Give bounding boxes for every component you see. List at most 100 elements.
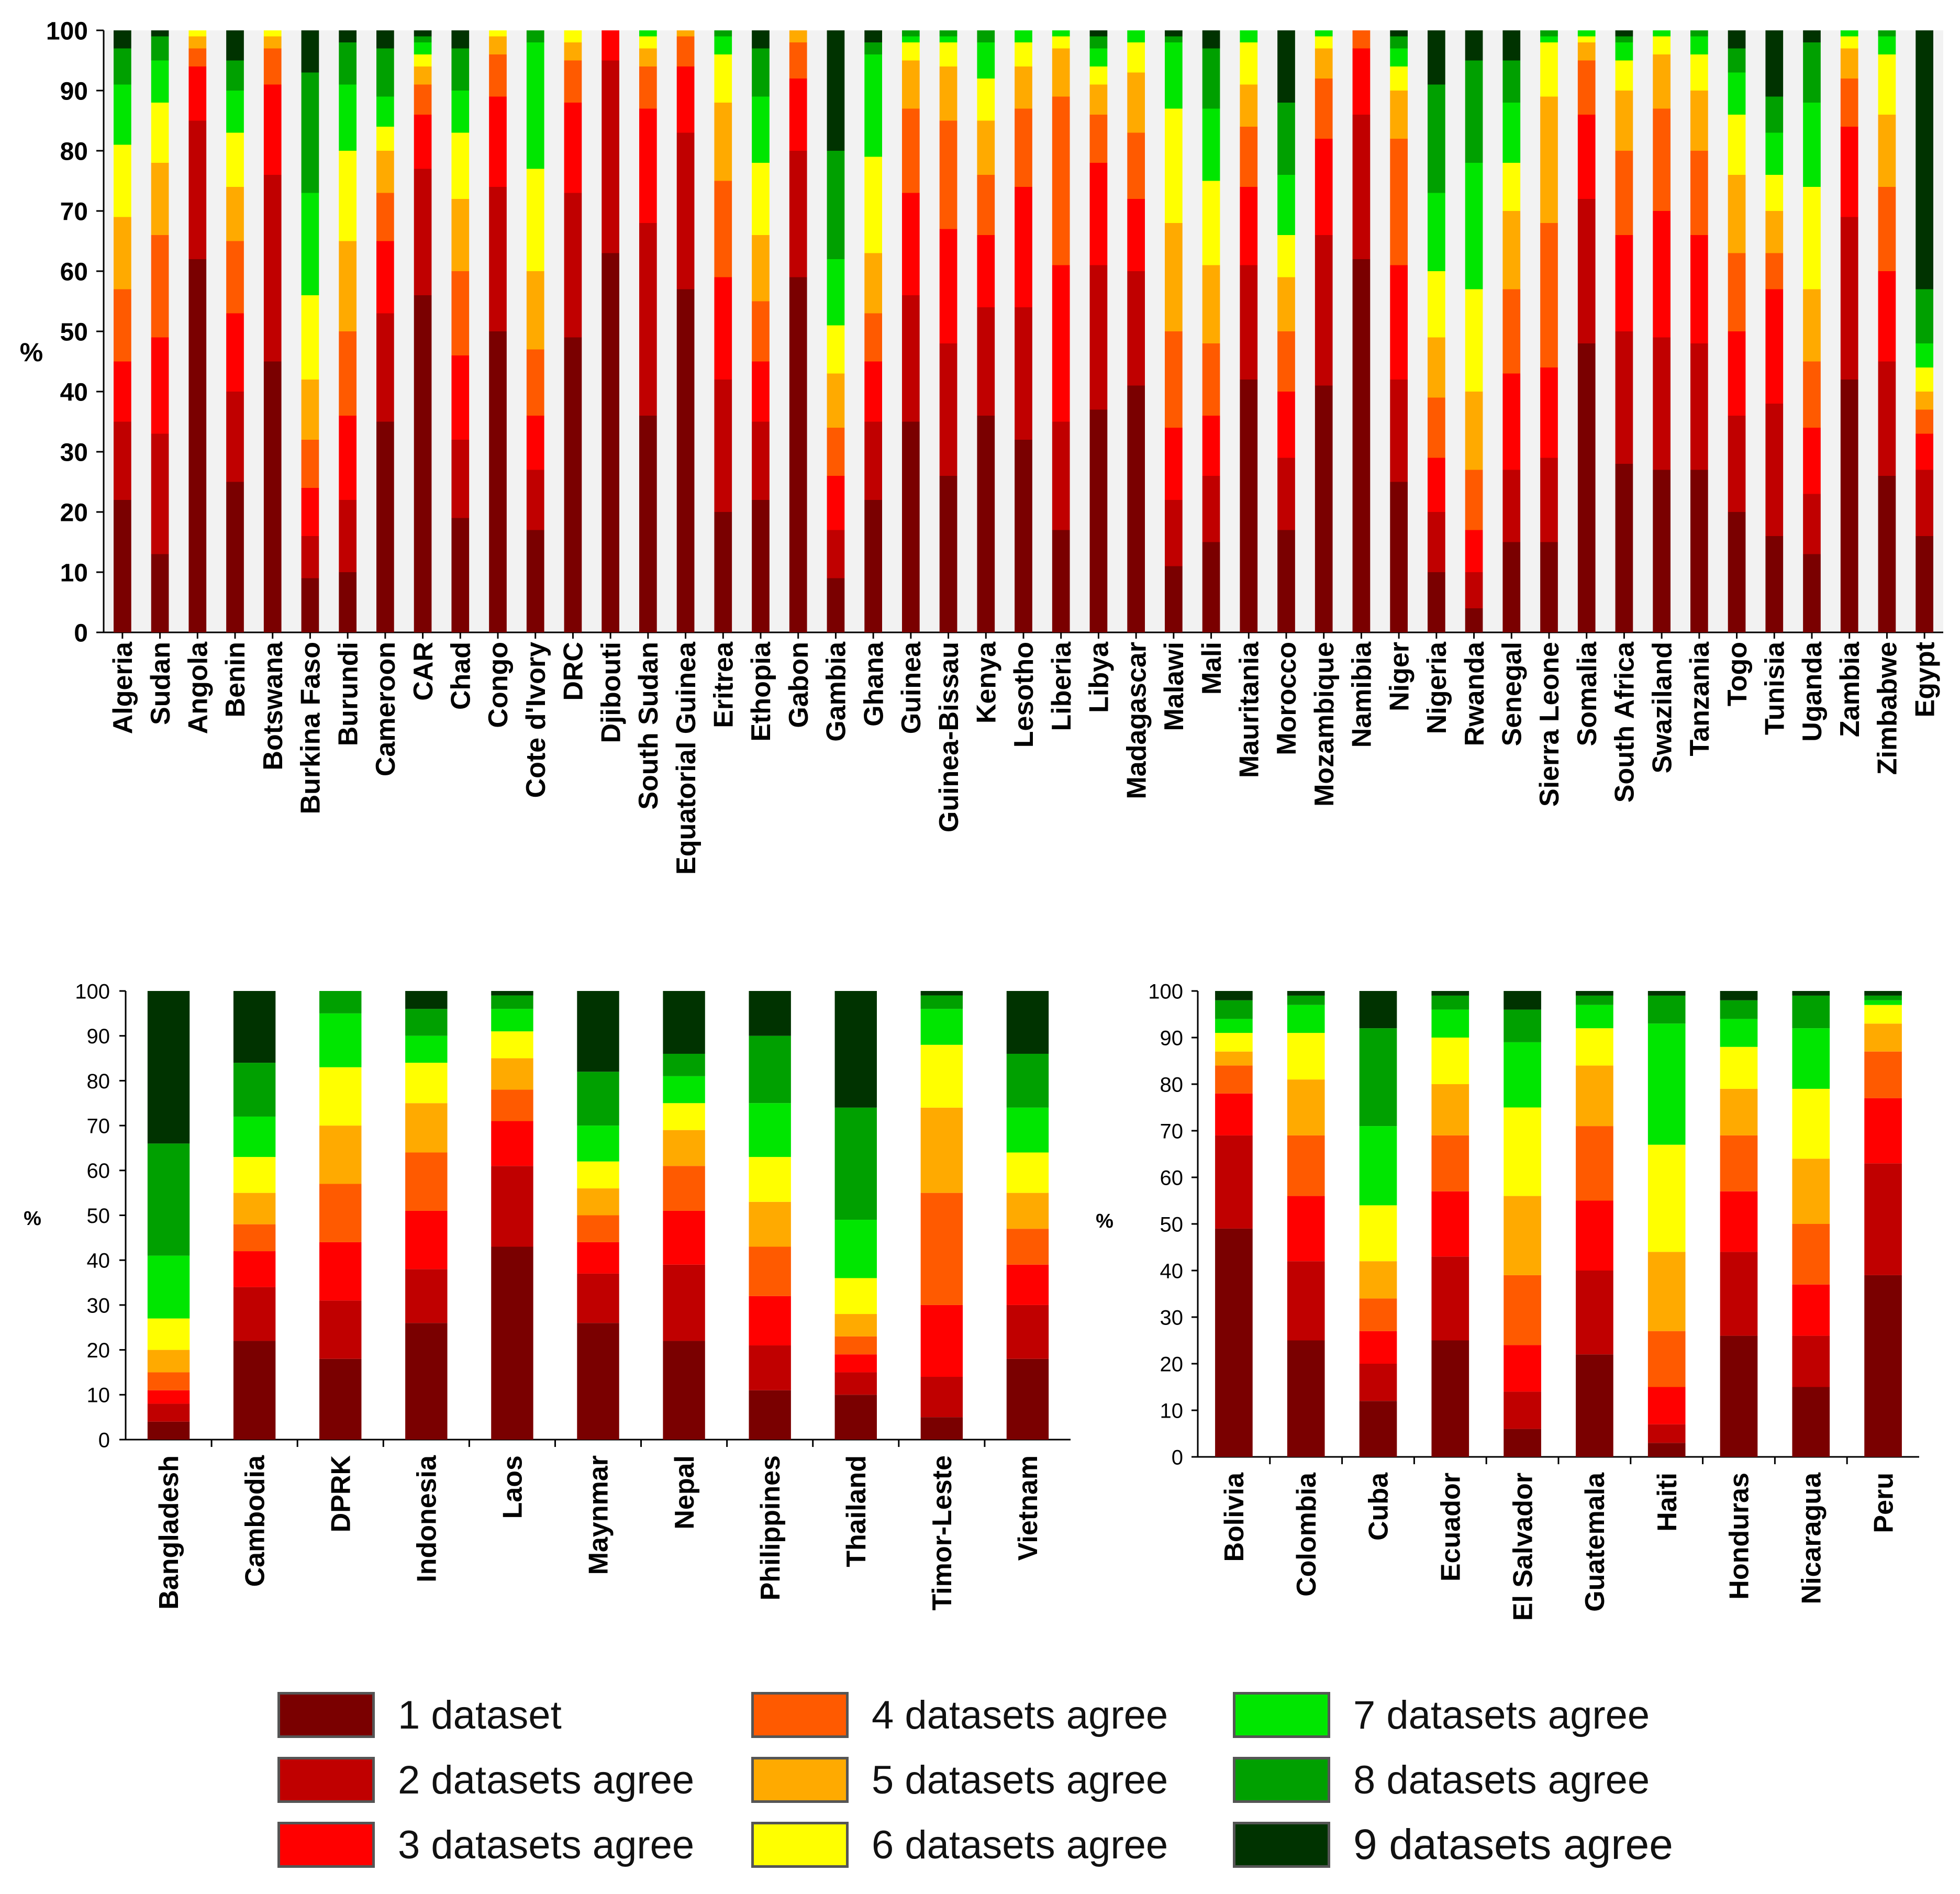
- y-tick-label: 50: [1160, 1213, 1184, 1236]
- bar-namibia: [1352, 30, 1371, 632]
- bar-segment-2: [1653, 337, 1671, 470]
- x-tick-label: Djibouti: [596, 642, 626, 743]
- y-tick-label: 90: [60, 77, 88, 105]
- bar-segment-4: [1653, 108, 1671, 211]
- legend-item-9: 9 datasets agree: [1233, 1821, 1673, 1869]
- bar-segment-3: [1653, 211, 1671, 338]
- bar-segment-5: [1792, 1158, 1830, 1224]
- bar-segment-1: [1653, 470, 1671, 632]
- bar-segment-3: [1647, 1387, 1686, 1424]
- bar-segment-3: [602, 30, 619, 61]
- bar-segment-2: [526, 470, 544, 530]
- bar-segment-4: [1202, 343, 1220, 416]
- bar-segment-7: [1277, 175, 1295, 235]
- bar-segment-2: [1792, 1335, 1830, 1387]
- x-tick-label: Colombia: [1291, 1472, 1322, 1597]
- bar-segment-6: [1840, 36, 1858, 49]
- bar-segment-3: [1803, 428, 1821, 494]
- legend-label-3: 3 datasets agree: [398, 1822, 695, 1867]
- bar-segment-8: [1765, 96, 1784, 133]
- bar-segment-1: [233, 1341, 276, 1440]
- bar-segment-2: [233, 1287, 276, 1341]
- bar-vietnam: [1006, 991, 1049, 1440]
- bar-segment-3: [1202, 416, 1220, 476]
- bar-drc: [564, 30, 582, 632]
- bar-segment-6: [188, 30, 207, 37]
- bar-segment-8: [301, 72, 319, 193]
- bar-segment-4: [405, 1152, 448, 1211]
- bar-segment-9: [1576, 991, 1613, 996]
- x-tick-label: DRC: [559, 642, 589, 701]
- bar-segment-5: [526, 271, 544, 350]
- bar-eritrea: [714, 30, 732, 632]
- bar-segment-4: [1720, 1135, 1758, 1191]
- bar-segment-2: [1015, 307, 1032, 440]
- bar-segment-4: [1840, 79, 1858, 127]
- x-tick-label: Nicaragua: [1797, 1472, 1827, 1605]
- bar-segment-7: [639, 30, 657, 37]
- bar-segment-4: [451, 271, 470, 355]
- bar-segment-7: [663, 1076, 705, 1104]
- bar-segment-4: [1878, 187, 1896, 271]
- x-tick-label: Ecuador: [1436, 1473, 1466, 1581]
- bar-segment-5: [1127, 72, 1145, 133]
- bar-segment-1: [1916, 536, 1933, 632]
- bar-segment-4: [714, 181, 732, 277]
- bar-segment-3: [1428, 458, 1445, 512]
- bar-segment-2: [226, 392, 244, 482]
- bar-segment-4: [1465, 470, 1483, 530]
- bar-segment-4: [263, 48, 282, 85]
- bar-segment-8: [151, 36, 169, 61]
- bar-nepal: [663, 991, 705, 1440]
- bar-segment-4: [1287, 1135, 1325, 1196]
- bar-segment-7: [114, 84, 131, 145]
- bar-segment-1: [676, 289, 695, 632]
- bar-segment-3: [526, 416, 544, 470]
- bar-segment-5: [319, 1126, 362, 1184]
- x-tick-label: Peru: [1868, 1473, 1899, 1533]
- bar-segment-9: [1916, 30, 1933, 289]
- bar-segment-6: [1359, 1205, 1397, 1262]
- chart-panel-1: 0 10 20 30 40 50 60 70 80 90 100% Algeria Sudan Angol…: [20, 17, 1943, 875]
- bar-guinea: [902, 30, 920, 632]
- bar-segment-6: [977, 79, 995, 121]
- bar-segment-6: [1577, 36, 1596, 42]
- y-tick-label: 10: [1160, 1399, 1184, 1422]
- bar-segment-3: [827, 476, 845, 530]
- bar-segment-4: [834, 1336, 877, 1355]
- y-tick-label: 60: [1160, 1166, 1184, 1189]
- bar-segment-3: [752, 361, 770, 422]
- bar-segment-6: [1540, 42, 1558, 97]
- bar-segment-4: [1428, 397, 1445, 458]
- bar-bangladesh: [147, 991, 190, 1440]
- bar-burkina-faso: [301, 30, 319, 632]
- bar-segment-2: [489, 187, 507, 331]
- bar-segment-1: [1647, 1443, 1686, 1457]
- bar-segment-7: [1287, 1005, 1325, 1033]
- bar-segment-6: [1089, 66, 1108, 85]
- bar-segment-4: [977, 175, 995, 235]
- bar-segment-2: [864, 421, 882, 500]
- bar-segment-6: [233, 1157, 276, 1193]
- x-tick-label: Tanzania: [1685, 641, 1715, 756]
- bar-segment-7: [864, 54, 882, 157]
- bar-segment-2: [188, 120, 207, 259]
- bar-segment-4: [1431, 1135, 1469, 1191]
- bar-segment-5: [577, 1188, 619, 1216]
- bar-segment-7: [376, 96, 394, 127]
- bar-segment-1: [1428, 572, 1445, 632]
- legend-label-8: 8 datasets agree: [1353, 1757, 1650, 1802]
- x-tick-label: Congo: [483, 642, 514, 728]
- bar-segment-3: [749, 1296, 791, 1346]
- bar-segment-2: [151, 433, 169, 554]
- bar-segment-7: [1202, 108, 1220, 181]
- x-tick-label: Bangladesh: [154, 1455, 184, 1610]
- bar-segment-8: [1428, 84, 1445, 193]
- bar-segment-7: [1390, 48, 1408, 66]
- bar-segment-5: [1840, 48, 1858, 79]
- bar-segment-9: [1287, 991, 1325, 996]
- bar-segment-9: [233, 991, 276, 1063]
- bar-segment-7: [1240, 30, 1258, 42]
- bar-segment-1: [1390, 482, 1408, 632]
- bar-segment-3: [1352, 48, 1371, 115]
